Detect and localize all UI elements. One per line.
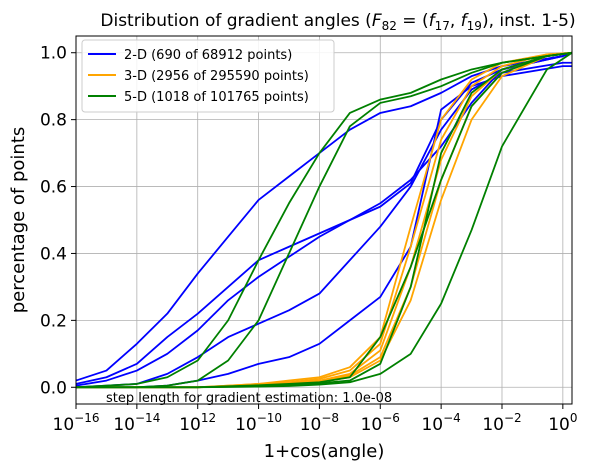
title-part: Distribution of gradient angles (: [100, 11, 371, 31]
step-length-annotation: step length for gradient estimation: 1.0…: [106, 391, 392, 406]
title-part: f: [461, 11, 470, 31]
y-tick-label: 1.0: [40, 44, 67, 64]
series-layer: [75, 51, 573, 389]
x-axis-label: 1+cos(angle): [264, 441, 385, 462]
y-tick-label: 0.6: [40, 178, 67, 198]
y-tick-label: 0.8: [40, 111, 67, 131]
series-line-3-1: [75, 51, 573, 389]
series-line-1-3: [75, 51, 573, 385]
legend-label: 3-D (2956 of 295590 points): [124, 69, 309, 84]
x-tick-label: 10−14: [113, 411, 160, 435]
plot-frame: [75, 35, 573, 405]
chart-title: Distribution of gradient angles (F82 = (…: [100, 11, 575, 33]
y-tick-label: 0.4: [40, 244, 67, 264]
x-tick-label: 10−2: [482, 411, 521, 435]
x-tick-label: 10−10: [235, 411, 282, 435]
legend: 2-D (690 of 68912 points) 3-D (2956 of 29…: [81, 39, 335, 113]
title-part: F: [372, 11, 382, 31]
y-tick-label: 0.0: [40, 378, 67, 398]
x-tick-label: 10−16: [53, 411, 100, 435]
title-part: 17: [435, 19, 450, 33]
x-tick-label: 100: [548, 411, 577, 435]
title-part: 82: [382, 19, 397, 33]
legend-label: 5-D (1018 of 101765 points): [124, 90, 309, 105]
series-line-1-2: [75, 51, 573, 387]
title-part: 19: [467, 19, 482, 33]
legend-label: 2-D (690 of 68912 points): [124, 48, 292, 63]
legend-box: [81, 39, 335, 113]
series-line-3-2: [76, 51, 573, 389]
title-part: ), inst. 1-5): [482, 11, 576, 31]
y-axis-label: percentage of points: [8, 127, 29, 314]
title-part: = (: [397, 11, 429, 31]
series-line-3-5: [76, 51, 573, 389]
y-tick-label: 0.2: [40, 311, 67, 331]
title-part: ,: [450, 11, 461, 31]
title-part: f: [429, 11, 438, 31]
x-tick-label: 10−6: [361, 411, 400, 435]
x-tick-label: 1012: [179, 411, 216, 435]
x-tick-label: 10−4: [421, 411, 460, 435]
x-tick-label: 10−8: [300, 411, 339, 435]
ticks-layer: 10−16 10−14 1012 10−10 10−8 10−6 10−4 10−2 100 0.…: [40, 44, 578, 435]
series-line-1-5: [76, 65, 572, 389]
